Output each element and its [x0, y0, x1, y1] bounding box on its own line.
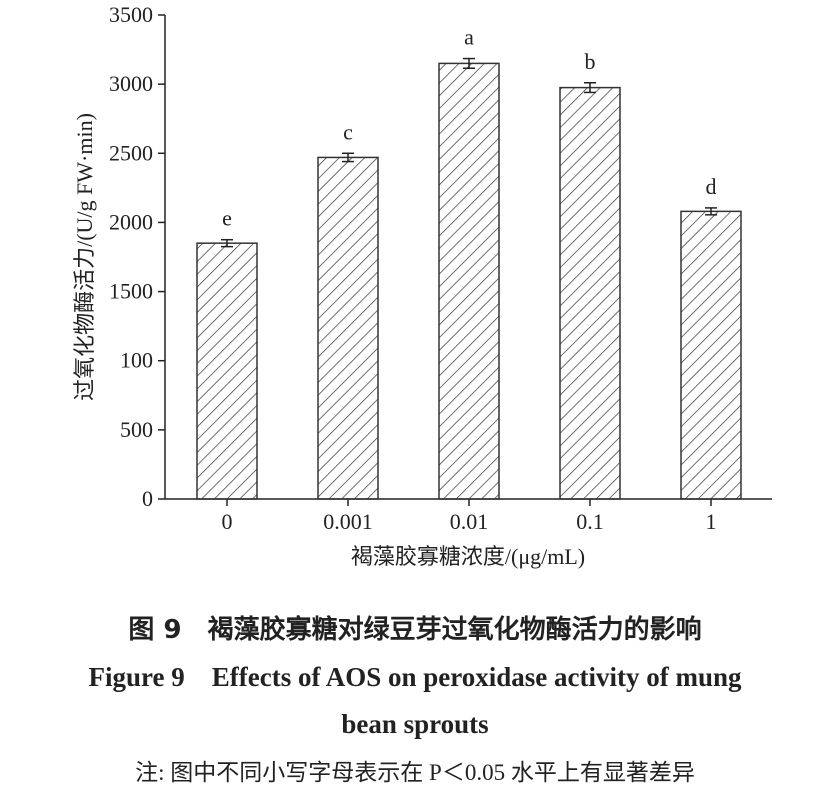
y-tick-label: 2000 [109, 209, 153, 234]
y-tick-label: 100 [120, 348, 153, 373]
x-tick-label: 0 [222, 509, 233, 534]
significance-letter: e [222, 206, 232, 231]
y-tick-label: 1500 [109, 279, 153, 304]
y-tick-label: 2500 [109, 140, 153, 165]
bar [559, 86, 621, 500]
significance-letter: b [585, 49, 596, 74]
y-tick-label: 3500 [109, 2, 153, 27]
caption-title-cn: 图 9 褐藻胶寡糖对绿豆芽过氧化物酶活力的影响 [128, 614, 701, 645]
x-tick-label: 0.1 [576, 509, 604, 534]
bar [680, 210, 742, 500]
significance-letter: c [343, 119, 353, 144]
significance-letter: d [706, 174, 717, 199]
bar [438, 62, 500, 500]
y-tick-label: 0 [142, 486, 153, 511]
bar [196, 242, 258, 500]
bar [317, 156, 379, 500]
y-tick-label: 500 [120, 417, 153, 442]
caption-note: 注: 图中不同小写字母表示在 P＜0.05 水平上有显著差异 [135, 760, 695, 785]
x-tick-label: 0.01 [450, 509, 489, 534]
y-tick-label: 3000 [109, 71, 153, 96]
caption-title-en: Figure 9 Effects of AOS on peroxidase ac… [89, 662, 742, 692]
significance-letter: a [464, 25, 474, 50]
caption-title-en: bean sprouts [341, 709, 488, 739]
x-tick-label: 1 [706, 509, 717, 534]
x-tick-label: 0.001 [323, 509, 373, 534]
y-axis-label: 过氧化物酶活力/(U/g FW·min) [72, 113, 97, 401]
x-axis-label: 褐藻胶寡糖浓度/(μg/mL) [351, 544, 585, 569]
